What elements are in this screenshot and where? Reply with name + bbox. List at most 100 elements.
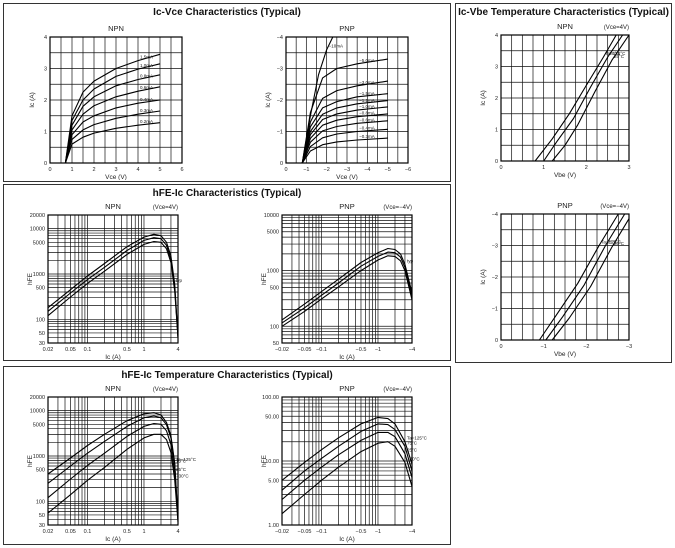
y-tick-label: 500 (36, 468, 45, 474)
x-tick-label: 2 (92, 167, 95, 173)
x-tick-label: −5 (385, 167, 391, 173)
y-axis-label: Ic (A) (480, 269, 487, 285)
y-tick-label: 50 (39, 331, 45, 337)
x-tick-label: −0.1 (316, 347, 327, 353)
series-label: 75°C (610, 51, 621, 56)
series-line (281, 431, 413, 500)
grid (285, 36, 409, 164)
series-line (281, 247, 413, 321)
chart-subtitle: (Vce=−4V) (600, 204, 629, 210)
series-label: −3.0mA (359, 80, 375, 85)
series-line (47, 415, 179, 520)
y-tick-label: 1 (495, 128, 498, 134)
y-tick-label: 2 (495, 96, 498, 102)
series-line (301, 128, 388, 164)
series-line (47, 422, 179, 520)
series-label: −0.8mA (359, 111, 375, 116)
y-axis-label: Ic (A) (480, 90, 487, 106)
chart-title: NPN (105, 384, 121, 393)
series-line (47, 240, 179, 338)
y-tick-label: 10.00 (265, 459, 279, 465)
chart-hfeic-temp-npn: 0.02 0.05 0.1 0.5 1 4 30 50 100 500 1000 5000 10000 2… (27, 384, 197, 543)
series-label: 1.5mA (140, 55, 153, 60)
panel-title: Ic-Vce Characteristics (Typical) (153, 7, 301, 18)
series-label: Ta=125°C (407, 436, 428, 441)
y-tick-label: −3 (492, 244, 498, 250)
y-tick-label: −3 (277, 67, 283, 73)
x-tick-label: 1 (70, 167, 73, 173)
y-tick-label: 100 (36, 499, 45, 505)
series-line (301, 80, 388, 164)
x-tick-label: −0.02 (275, 529, 289, 535)
series-line (64, 122, 161, 164)
x-tick-label: −1 (303, 167, 309, 173)
chart-title: NPN (557, 22, 573, 31)
x-tick-label: 3 (114, 167, 117, 173)
x-tick-label: −3 (344, 167, 350, 173)
series-label: 75°C (176, 458, 187, 463)
x-tick-label: 0.5 (123, 529, 131, 535)
series-line (64, 53, 161, 164)
x-tick-label: 0.02 (43, 347, 54, 353)
series-line (551, 34, 630, 162)
series-label: −10mA (329, 44, 343, 49)
x-axis-label: Vbe (V) (554, 351, 576, 358)
x-tick-label: 0.5 (123, 347, 131, 353)
series-label: −30°C (176, 474, 189, 479)
plot-frame (500, 213, 630, 341)
y-axis-label: hFE (27, 454, 34, 467)
y-tick-label: 10000 (264, 213, 279, 219)
x-tick-label: −0.05 (298, 529, 312, 535)
chart-icvce-pnp: 0 −1 −2 −3 −4 −5 −6 0 −1 −2 −3 −4 PNP Vce (V) Ic (A) −1… (265, 24, 411, 180)
panel-hfe-ic-temp: hFE-Ic Temperature Characteristics (Typi… (3, 366, 451, 545)
x-tick-label: −2 (324, 167, 330, 173)
series-label: 75°C (407, 440, 418, 445)
x-tick-label: −0.1 (316, 529, 327, 535)
panel-title: Ic-Vbe Temperature Characteristics (Typi… (458, 7, 669, 18)
y-tick-label: 500 (36, 286, 45, 292)
grid (281, 214, 413, 344)
y-axis-label: hFE (261, 454, 268, 467)
y-tick-label: 4 (44, 35, 47, 41)
x-tick-label: −0.5 (356, 347, 367, 353)
x-tick-label: −1 (541, 344, 547, 350)
x-tick-label: 0 (499, 165, 502, 171)
series-line (301, 58, 388, 164)
x-tick-label: 4 (176, 529, 179, 535)
x-axis-label: Ic (A) (105, 354, 121, 361)
y-tick-label: −2 (492, 275, 498, 281)
y-tick-label: 3 (44, 67, 47, 73)
panel-hfe-ic: hFE-Ic Characteristics (Typical) 0.02 0.0… (3, 184, 451, 361)
x-tick-label: 4 (136, 167, 139, 173)
y-tick-label: 100 (36, 317, 45, 323)
x-tick-label: 0 (499, 344, 502, 350)
y-tick-label: 2 (44, 98, 47, 104)
y-axis-label: Ic (A) (265, 92, 272, 108)
x-tick-label: −1 (375, 347, 381, 353)
y-tick-label: 5000 (33, 422, 45, 428)
x-tick-label: 1 (142, 529, 145, 535)
y-tick-label: 3 (495, 65, 498, 71)
chart-hfeic-pnp: −0.02 −0.05 −0.1 −0.5 −1 −4 50 100 500 1000 5000 10… (261, 202, 415, 361)
series-label: 0.2mA (140, 119, 153, 124)
series-line (301, 137, 388, 164)
x-axis-label: Vce (V) (336, 174, 358, 180)
y-tick-label: 1000 (267, 269, 279, 275)
series-line (301, 113, 388, 164)
x-tick-label: 3 (627, 165, 630, 171)
plot-frame (281, 214, 413, 344)
y-tick-label: −4 (492, 212, 498, 218)
series-line (64, 86, 161, 164)
series-label: 0.6mA (140, 85, 153, 90)
y-axis-label: hFE (261, 272, 268, 285)
chart-icvbe-pnp: 0 −1 −2 −3 0 −1 −2 −3 −4 PNP (Vce=−4V) Vbe (V) Ic (A… (480, 201, 632, 358)
series-label: −1.0mA (359, 104, 375, 109)
series-line (301, 93, 388, 164)
series-label: −0.3mA (359, 134, 375, 139)
x-tick-label: −0.02 (275, 347, 289, 353)
series-label: 25°C (407, 448, 418, 453)
y-tick-label: 100 (270, 324, 279, 330)
y-tick-label: 1000 (33, 454, 45, 460)
y-axis-label: Ic (A) (29, 92, 36, 108)
y-tick-label: −1 (492, 307, 498, 313)
